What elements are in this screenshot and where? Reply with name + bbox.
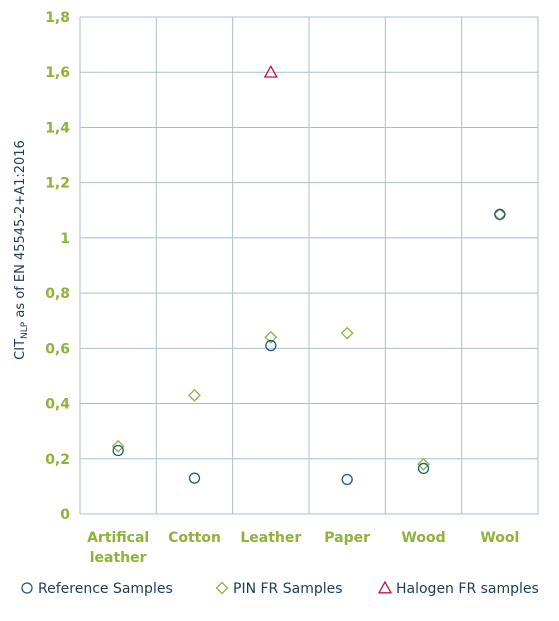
x-category-label: Paper	[324, 530, 370, 546]
data-point-diamond	[417, 457, 430, 471]
y-tick-label: 0,6	[45, 341, 70, 357]
y-tick-label: 0	[60, 507, 70, 523]
data-point-diamond	[188, 388, 201, 402]
y-tick-label: 0,8	[45, 286, 70, 302]
x-category-label: Leather	[240, 530, 301, 546]
data-point-diamond	[340, 326, 354, 340]
data-point-circle	[417, 462, 430, 475]
y-tick-label: 1	[60, 231, 70, 247]
x-category-label: Cotton	[168, 530, 221, 546]
legend-label: Halogen FR samples	[396, 581, 539, 597]
legend: Reference Samples PIN FR Samples Halogen F…	[21, 580, 539, 597]
y-axis-label-subscript: NLP	[20, 321, 30, 339]
y-axis-label-rest: as of EN 45545-2+A1:2016	[13, 140, 28, 322]
y-axis-label: CITNLP as of EN 45545-2+A1:2016	[13, 140, 30, 360]
y-tick-label: 0,4	[45, 397, 70, 413]
data-point-circle	[112, 444, 124, 457]
data-points	[111, 64, 507, 486]
data-point-diamond	[264, 330, 278, 344]
y-tick-label: 1,4	[45, 120, 70, 136]
data-point-diamond	[111, 439, 125, 453]
x-category-label: Artifical leather	[87, 530, 149, 566]
y-tick-label: 1,8	[45, 10, 70, 26]
legend-label: PIN FR Samples	[233, 581, 343, 597]
y-axis-label-main: CIT	[13, 339, 28, 360]
legend-marker-diamond	[215, 581, 229, 595]
data-point-triangle	[263, 64, 278, 78]
y-tick-labels: 0 0,2 0,4 0,6 0,8 1 1,2 1,4 1,6 1,8	[45, 10, 70, 523]
y-tick-label: 1,6	[45, 65, 70, 81]
x-category-labels: Artifical leather Cotton Leather Paper Wood Wo…	[87, 530, 519, 566]
legend-marker-circle	[21, 582, 33, 594]
data-point-circle	[188, 472, 201, 484]
x-category-label: Wool	[480, 530, 519, 546]
y-tick-label: 1,2	[45, 176, 70, 192]
data-point-circle	[494, 208, 506, 221]
grid	[79, 16, 539, 515]
data-point-circle	[265, 339, 277, 352]
legend-label: Reference Samples	[38, 581, 173, 597]
x-category-label: Wood	[401, 530, 445, 546]
data-point-circle	[341, 473, 353, 486]
y-tick-label: 0,2	[45, 452, 70, 468]
legend-marker-triangle	[377, 580, 393, 594]
